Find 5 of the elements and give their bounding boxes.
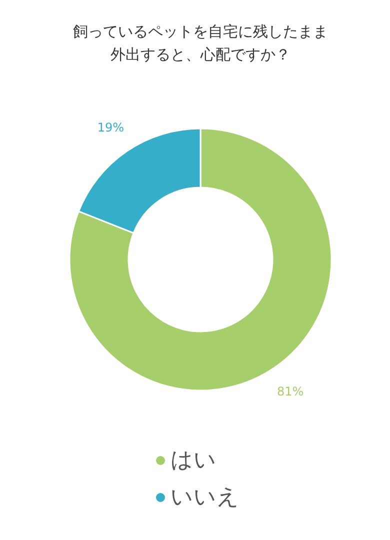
legend-label: いいえ (170, 485, 240, 510)
data-label: 81% (276, 384, 304, 399)
legend-label: はい (170, 448, 216, 473)
chart-title: 飼っているペットを自宅に残したまま外出すると、心配ですか？ (73, 22, 328, 64)
data-label: 19% (97, 120, 124, 134)
